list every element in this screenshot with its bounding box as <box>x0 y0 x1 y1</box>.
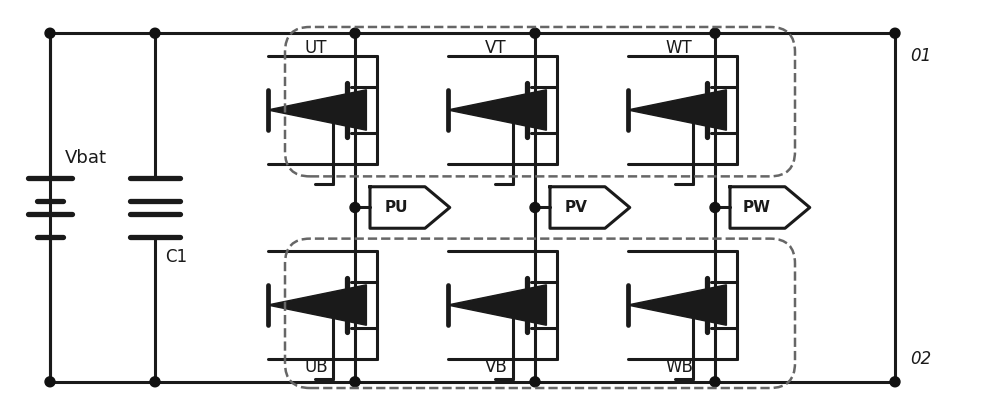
Circle shape <box>350 203 360 212</box>
Text: VB: VB <box>485 358 508 376</box>
Polygon shape <box>448 285 546 325</box>
Circle shape <box>45 377 55 387</box>
Circle shape <box>710 377 720 387</box>
Circle shape <box>150 377 160 387</box>
Text: Vbat: Vbat <box>65 149 107 167</box>
Text: 01: 01 <box>910 47 931 65</box>
Polygon shape <box>268 285 366 325</box>
Text: 02: 02 <box>910 350 931 368</box>
Circle shape <box>530 28 540 38</box>
Circle shape <box>350 377 360 387</box>
Circle shape <box>530 203 540 212</box>
Polygon shape <box>448 90 546 130</box>
Polygon shape <box>268 90 366 130</box>
Text: WT: WT <box>665 39 692 57</box>
Text: VT: VT <box>485 39 507 57</box>
Text: WB: WB <box>665 358 693 376</box>
Text: UT: UT <box>305 39 328 57</box>
Circle shape <box>710 203 720 212</box>
Text: PV: PV <box>565 200 588 215</box>
Circle shape <box>890 28 900 38</box>
Circle shape <box>530 377 540 387</box>
Text: PU: PU <box>385 200 408 215</box>
Circle shape <box>350 28 360 38</box>
Polygon shape <box>628 90 726 130</box>
Text: UB: UB <box>305 358 329 376</box>
Text: C1: C1 <box>165 248 187 266</box>
Text: PW: PW <box>742 200 770 215</box>
Circle shape <box>45 28 55 38</box>
Circle shape <box>710 28 720 38</box>
Circle shape <box>150 28 160 38</box>
Polygon shape <box>628 285 726 325</box>
Circle shape <box>890 377 900 387</box>
